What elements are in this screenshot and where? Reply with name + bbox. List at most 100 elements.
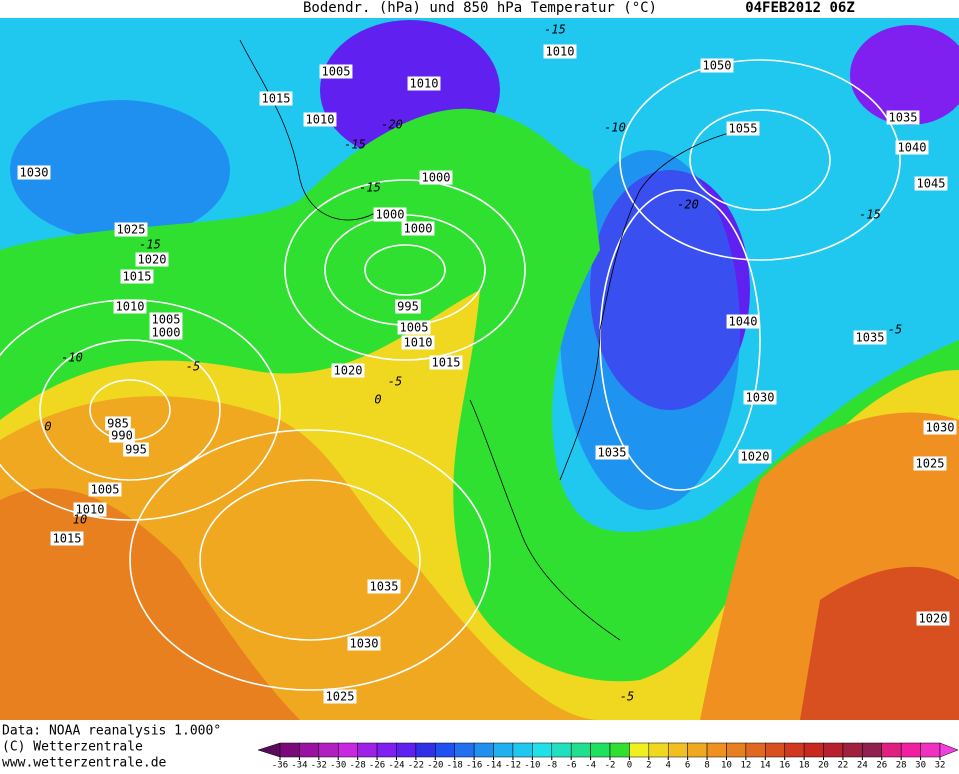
isobar-label: 1040 xyxy=(729,315,758,329)
colorbar-tick-label: -34 xyxy=(291,761,307,771)
colorbar-tick-label: -14 xyxy=(485,761,501,771)
colorbar-tick-label: -22 xyxy=(408,761,424,771)
colorbar-tick-label: 0 xyxy=(627,761,632,771)
temperature-label: -15 xyxy=(344,138,366,152)
isobar-label-bg xyxy=(135,252,169,267)
colorbar-bin xyxy=(803,742,824,758)
temperature-label: 10 xyxy=(73,513,87,527)
colorbar-end xyxy=(939,742,959,758)
colorbar-tick-label: 28 xyxy=(896,761,907,771)
isobar-label-bg xyxy=(331,363,365,378)
isobar-label: 1025 xyxy=(117,223,146,237)
colorbar-bin xyxy=(337,742,358,758)
isobar-label-bg xyxy=(914,176,948,191)
isobar-label-bg xyxy=(726,121,760,136)
colorbar-bin xyxy=(920,742,941,758)
isobar-label-bg xyxy=(913,456,947,471)
isobar-label: 1010 xyxy=(404,336,433,350)
isobar-label: 995 xyxy=(125,443,147,457)
colorbar-tick-label: -36 xyxy=(272,761,288,771)
isobar-label-bg xyxy=(397,320,431,335)
colorbar-bin xyxy=(842,742,863,758)
isobar-label-bg xyxy=(323,689,357,704)
isobar-label: 1010 xyxy=(546,45,575,59)
isobar-label-bg xyxy=(347,636,381,651)
colorbar-tick-label: -12 xyxy=(505,761,521,771)
isobar-label-bg xyxy=(853,330,887,345)
temperature-label: -5 xyxy=(888,323,902,337)
isobar-label: 1010 xyxy=(76,503,105,517)
isobar-label: 1010 xyxy=(410,77,439,91)
colorbar-tick-label: 22 xyxy=(838,761,849,771)
isobar-label-bg xyxy=(367,579,401,594)
colorbar-tick-label: 14 xyxy=(760,761,771,771)
colorbar-bin xyxy=(784,742,805,758)
isobar-label-bg xyxy=(895,140,929,155)
isobar-label: 1000 xyxy=(152,326,181,340)
isobar-label-bg xyxy=(17,165,51,180)
isobar-label: 990 xyxy=(111,429,133,443)
colorbar-tick-label: 2 xyxy=(646,761,651,771)
colorbar-tick-label: -16 xyxy=(466,761,482,771)
isobar-label-bg xyxy=(401,221,435,236)
footer-line: Data: NOAA reanalysis 1.000° xyxy=(2,724,221,739)
isobar-label-bg xyxy=(120,269,154,284)
isobar-label-bg xyxy=(259,91,293,106)
isobar-label: 1015 xyxy=(53,532,82,546)
colorbar-bin xyxy=(570,742,591,758)
colorbar-bin xyxy=(900,742,921,758)
colorbar-tick-label: -6 xyxy=(566,761,577,771)
isobar-label: 1000 xyxy=(404,222,433,236)
isobar-label: 1030 xyxy=(20,166,49,180)
isobar-label: 1020 xyxy=(741,450,770,464)
colorbar-bin xyxy=(687,742,708,758)
map-title: Bodendr. (hPa) und 850 hPa Temperatur (°… xyxy=(303,0,657,16)
colorbar-bin xyxy=(726,742,747,758)
isobar-label: 1055 xyxy=(729,122,758,136)
isobar-label-bg xyxy=(303,112,337,127)
isobar-label-bg xyxy=(105,416,131,431)
isobar-label: 1020 xyxy=(138,253,167,267)
colorbar-bin xyxy=(357,742,378,758)
isobar-label: 1005 xyxy=(400,321,429,335)
temperature-label: 0 xyxy=(44,420,51,434)
colorbar-tick-label: 18 xyxy=(799,761,810,771)
isobar-label-bg xyxy=(373,207,407,222)
isobar-label-bg xyxy=(73,502,107,517)
isobar-label: 1035 xyxy=(856,331,885,345)
temperature-label: -10 xyxy=(61,351,83,365)
colorbar-bin xyxy=(376,742,397,758)
isobar-label-bg xyxy=(123,442,149,457)
map-date: 04FEB2012 06Z xyxy=(745,0,855,16)
temperature-label: -5 xyxy=(620,690,634,704)
temperature-label: -20 xyxy=(677,198,699,212)
isobar-label: 1030 xyxy=(746,391,775,405)
colorbar-tick-label: -30 xyxy=(330,761,346,771)
temperature-label: -15 xyxy=(359,181,381,195)
colorbar-tick-label: 12 xyxy=(740,761,751,771)
colorbar-tick-label: 26 xyxy=(876,761,887,771)
colorbar-tick-label: -8 xyxy=(546,761,557,771)
colorbar-tick-label: -2 xyxy=(605,761,616,771)
colorbar-bin xyxy=(667,742,688,758)
colorbar-tick-label: 24 xyxy=(857,761,868,771)
isobar-label-bg xyxy=(109,428,135,443)
isobar-label: 1005 xyxy=(322,65,351,79)
colorbar-tick-label: -4 xyxy=(585,761,596,771)
colorbar-end xyxy=(257,742,281,758)
temperature-label: -5 xyxy=(388,375,402,389)
isobar-label: 1045 xyxy=(917,177,946,191)
colorbar-bin xyxy=(279,742,300,758)
colorbar-bin xyxy=(299,742,320,758)
colorbar-tick-label: -28 xyxy=(350,761,366,771)
colorbar-tick-label: -24 xyxy=(388,761,404,771)
colorbar-bin xyxy=(745,742,766,758)
isobar-label-bg xyxy=(50,531,84,546)
isobar-label: 1015 xyxy=(262,92,291,106)
isobar-label: 1010 xyxy=(306,113,335,127)
colorbar-bin xyxy=(473,742,494,758)
isobar-label: 1010 xyxy=(116,300,145,314)
colorbar-bin xyxy=(435,742,455,758)
colorbar: -36 -34 -32 -30 -28 -26 -24 -22 -20 -18 -16 -14 -12-… xyxy=(257,742,959,771)
